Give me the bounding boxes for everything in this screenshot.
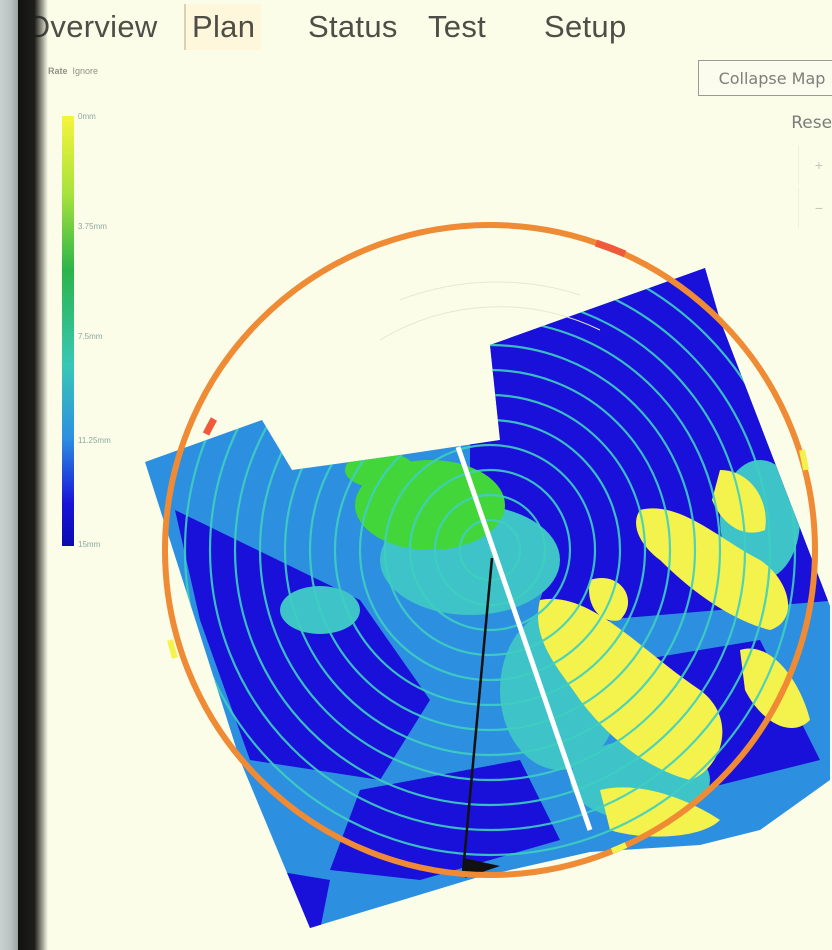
legend-label-2: 7.5mm — [78, 332, 103, 341]
tab-overview[interactable]: Overview — [26, 9, 158, 44]
reset-button[interactable]: Reset — [791, 113, 832, 133]
legend-label-4: 15mm — [78, 540, 101, 549]
faint-track-arcs — [379, 281, 601, 341]
collapse-map-button[interactable]: Collapse Map — [698, 60, 832, 96]
tab-status[interactable]: Status — [308, 9, 398, 44]
tab-plan[interactable]: Plan — [184, 4, 262, 50]
app-screen: 0mm 3.75mm 7.5mm 11.25mm 15mm Rate Ignore… — [18, 0, 832, 950]
monitor-bezel — [0, 0, 18, 950]
main-tab-bar: Overview Plan Status Test Setup — [26, 4, 832, 50]
zoom-in-button[interactable]: + — [798, 145, 832, 185]
rate-label: Rate — [48, 66, 68, 76]
legend-label-0: 0mm — [78, 112, 96, 121]
legend-label-1: 3.75mm — [78, 222, 107, 231]
ring-red-markers — [202, 239, 627, 436]
rate-selector[interactable]: Rate Ignore — [48, 66, 98, 76]
field-divider-line — [455, 446, 593, 831]
ring-yellow-markers — [167, 449, 809, 854]
color-scale-bar — [62, 116, 74, 546]
zoom-out-button[interactable]: − — [798, 188, 832, 228]
minimal-application-zones — [538, 470, 810, 837]
rate-value: Ignore — [72, 66, 99, 76]
legend-label-3: 11.25mm — [78, 436, 111, 445]
irrigation-map[interactable] — [18, 0, 832, 950]
tab-test[interactable]: Test — [428, 9, 487, 44]
pivot-boundary-ring — [162, 222, 818, 878]
tab-setup[interactable]: Setup — [544, 9, 627, 44]
pivot-arm — [461, 557, 494, 873]
